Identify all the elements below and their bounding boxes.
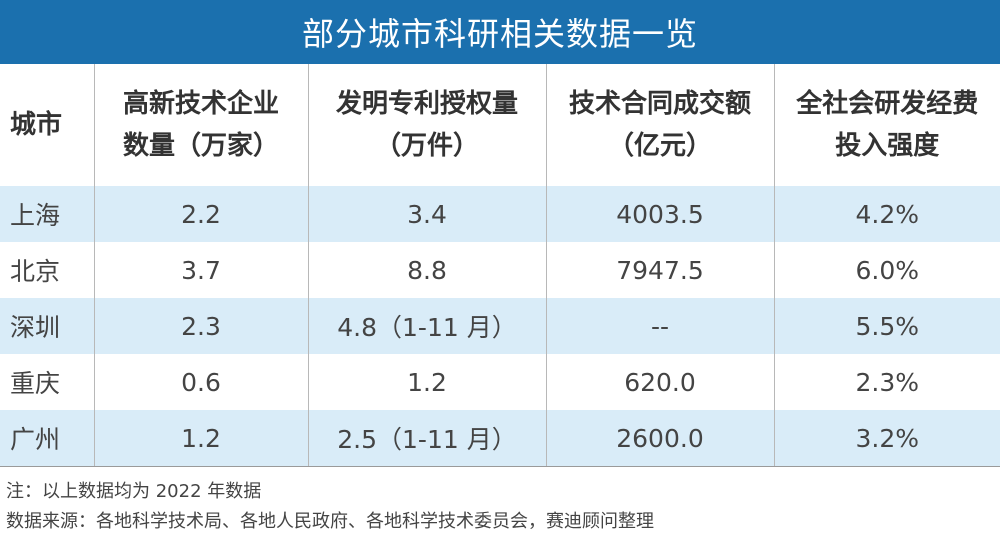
cell-city: 重庆: [0, 354, 94, 410]
cell-city: 上海: [0, 186, 94, 242]
page-title: 部分城市科研相关数据一览: [301, 15, 698, 53]
cell-tech-contracts: 2600.0: [545, 410, 774, 467]
cell-patents: 3.4: [307, 186, 546, 242]
cell-patents: 8.8: [307, 242, 546, 298]
cell-hightech-firms: 3.7: [93, 242, 308, 298]
cell-tech-contracts: 620.0: [545, 354, 774, 410]
cell-hightech-firms: 1.2: [93, 410, 308, 467]
title-bar: 部分城市科研相关数据一览: [0, 0, 1000, 64]
footnote-source: 数据来源：各地科学技术局、各地人民政府、各地科学技术委员会，赛迪顾问整理: [6, 511, 654, 532]
cell-rd-intensity: 6.0%: [773, 242, 1000, 298]
cell-rd-intensity: 3.2%: [773, 410, 1000, 467]
column-header-rd-intensity: 全社会研发经费 投入强度: [773, 64, 1000, 186]
cell-rd-intensity: 4.2%: [773, 186, 1000, 242]
data-table: 城市 高新技术企业 数量（万家） 发明专利授权量 （万件） 技术合同成交额 （亿…: [0, 64, 1000, 467]
footnote-note: 注：以上数据均为 2022 年数据: [6, 481, 262, 502]
cell-tech-contracts: --: [545, 298, 774, 354]
table-row: 广州 1.2 2.5（1-11 月） 2600.0 3.2%: [0, 410, 1000, 467]
table-row: 上海 2.2 3.4 4003.5 4.2%: [0, 186, 1000, 242]
table-row: 重庆 0.6 1.2 620.0 2.3%: [0, 354, 1000, 410]
footnotes: 注：以上数据均为 2022 年数据 数据来源：各地科学技术局、各地人民政府、各地…: [6, 477, 654, 537]
cell-rd-intensity: 2.3%: [773, 354, 1000, 410]
column-header-city: 城市: [10, 110, 63, 140]
cell-hightech-firms: 2.2: [93, 186, 308, 242]
cell-city: 广州: [0, 410, 94, 467]
cell-tech-contracts: 4003.5: [545, 186, 774, 242]
table-row: 北京 3.7 8.8 7947.5 6.0%: [0, 242, 1000, 298]
cell-rd-intensity: 5.5%: [773, 298, 1000, 354]
column-header-hightech-firms: 高新技术企业 数量（万家）: [93, 64, 308, 186]
column-header-patents: 发明专利授权量 （万件）: [307, 64, 546, 186]
column-header-tech-contracts: 技术合同成交额 （亿元）: [545, 64, 774, 186]
table-row: 深圳 2.3 4.8（1-11 月） -- 5.5%: [0, 298, 1000, 354]
table-header-row: 城市 高新技术企业 数量（万家） 发明专利授权量 （万件） 技术合同成交额 （亿…: [0, 64, 1000, 186]
cell-patents: 1.2: [307, 354, 546, 410]
cell-city: 深圳: [0, 298, 94, 354]
cell-patents: 4.8（1-11 月）: [307, 298, 546, 354]
cell-hightech-firms: 2.3: [93, 298, 308, 354]
cell-tech-contracts: 7947.5: [545, 242, 774, 298]
cell-hightech-firms: 0.6: [93, 354, 308, 410]
cell-city: 北京: [0, 242, 94, 298]
cell-patents: 2.5（1-11 月）: [307, 410, 546, 467]
